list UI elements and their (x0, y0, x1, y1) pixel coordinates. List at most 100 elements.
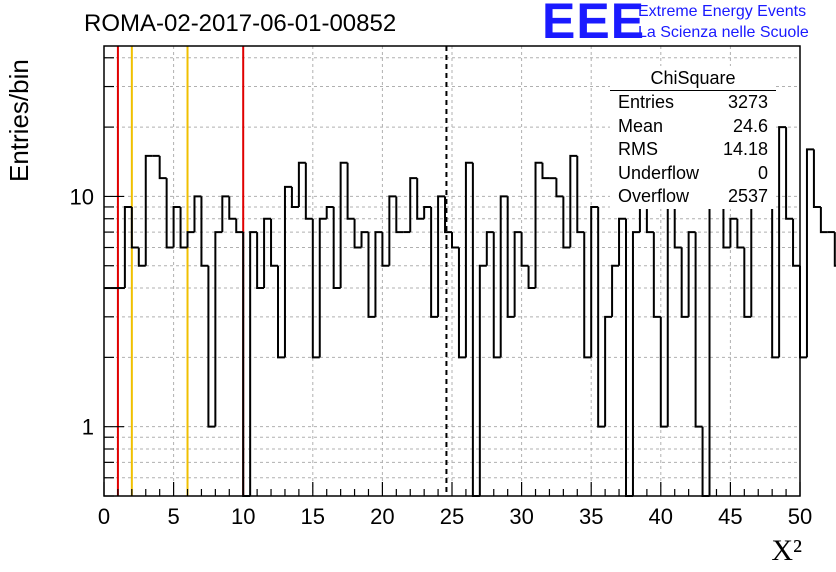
histogram-bin (270, 218, 278, 267)
histogram-bin (569, 154, 578, 248)
logo-mark: EEE (542, 0, 646, 49)
axis-ticks: 0 5 10 15 20 25 30 35 40 45 50 1 10 (70, 57, 812, 529)
histogram-bin (506, 196, 515, 318)
histogram-bin (833, 232, 836, 267)
histogram-bin (165, 178, 174, 249)
histogram-bin (631, 231, 640, 496)
stats-label: Overflow (618, 186, 690, 206)
histogram-bin (277, 265, 285, 359)
x-tick-label: 20 (370, 504, 394, 529)
histogram-bin (729, 217, 738, 248)
stats-label: RMS (618, 139, 658, 159)
histogram-bin (652, 232, 661, 318)
histogram-bin (604, 315, 613, 427)
histogram-bin (207, 265, 216, 428)
stats-value: 2537 (727, 186, 768, 206)
histogram-bin (123, 205, 132, 289)
histogram-bin (353, 218, 362, 249)
x-tick-label: 0 (98, 504, 110, 529)
histogram-bin (158, 155, 167, 180)
x-tick-label: 30 (509, 504, 533, 529)
histogram-bin (805, 148, 814, 358)
marker-lines (116, 46, 448, 496)
histogram-bin (395, 196, 404, 234)
histogram-bin (332, 206, 341, 290)
histogram-bin (360, 231, 369, 248)
histogram-bin (819, 206, 828, 234)
histogram-bin (799, 265, 807, 359)
x-axis-label: X² (771, 534, 802, 567)
stats-value: 24.6 (732, 115, 768, 136)
histogram-bin (659, 316, 668, 428)
histogram-bin (590, 205, 599, 358)
histogram-bin (555, 178, 564, 198)
histogram-bin (743, 247, 752, 318)
histogram-bin (576, 155, 585, 234)
stats-value: 3273 (727, 92, 768, 112)
x-tick-label: 40 (649, 504, 673, 529)
histogram-bin (513, 231, 522, 317)
histogram-bin (423, 205, 432, 219)
histogram-bin (374, 231, 383, 317)
histogram-bin (200, 196, 209, 267)
histogram-bin (318, 217, 327, 358)
logo-line-2: La Scienza nelle Scuole (638, 24, 809, 41)
histogram-bin (541, 162, 550, 180)
histogram-bin (172, 205, 181, 248)
stats-row-rms: RMS 14.18 (610, 138, 776, 162)
histogram-bin (680, 247, 689, 318)
stats-box: ChiSquare Entries 3273 Mean 24.6 RMS 14.… (610, 66, 776, 209)
histogram-bin (785, 127, 794, 220)
x-tick-label: 35 (579, 504, 603, 529)
histogram-bin (611, 264, 620, 317)
y-tick-label: 1 (82, 415, 94, 440)
histogram-bin (290, 186, 299, 208)
histogram-bin (221, 195, 230, 233)
histogram-bin (520, 232, 529, 267)
histogram-bin (478, 264, 487, 496)
x-tick-label: 10 (231, 504, 255, 529)
histogram-bin (471, 162, 480, 497)
stats-row-entries: Entries 3273 (610, 91, 776, 115)
stats-row-underflow: Underflow 0 (610, 162, 776, 186)
histogram-bin (228, 196, 237, 220)
logo-line-1: Extreme Energy Events (638, 3, 807, 20)
histogram-bin (562, 196, 571, 249)
histogram-bin (812, 149, 821, 208)
histogram-bin (346, 162, 355, 220)
histogram-bin (409, 177, 418, 233)
histogram-bin (214, 231, 223, 427)
histogram-bin (193, 195, 202, 233)
chart-title: ROMA-02-2017-06-01-00852 (84, 10, 397, 37)
histogram-bin (464, 161, 473, 358)
stats-title: ChiSquare (610, 66, 776, 91)
histogram-bin (367, 232, 376, 318)
histogram-bin (687, 231, 696, 317)
histogram-bin (283, 185, 292, 358)
histogram-bin (499, 195, 508, 358)
x-tick-label: 5 (167, 504, 179, 529)
histogram-bin (242, 232, 251, 497)
histogram-bin (492, 232, 501, 359)
histogram-bin (430, 206, 439, 318)
histogram-bin (325, 205, 334, 219)
histogram-bin (597, 206, 606, 428)
histogram-bin (304, 162, 313, 220)
stats-label: Entries (618, 92, 675, 112)
histogram-bin (534, 161, 543, 289)
histogram-bin (144, 154, 153, 266)
histogram-bin (451, 232, 459, 249)
histogram-bin (179, 206, 188, 249)
stats-value: 14.18 (722, 139, 768, 159)
histogram-bin (416, 178, 425, 220)
histogram-bin (485, 231, 494, 266)
stats-value: 0 (757, 162, 768, 183)
stats-row-overflow: Overflow 2537 (610, 185, 776, 209)
histogram-bin (778, 126, 787, 358)
x-tick-label: 45 (718, 504, 742, 529)
histogram-bin (618, 217, 626, 266)
y-axis-label: Entries/bin (4, 59, 34, 182)
histogram-bin (381, 232, 390, 267)
histogram-bin (263, 217, 272, 289)
histogram-bin (457, 247, 466, 359)
